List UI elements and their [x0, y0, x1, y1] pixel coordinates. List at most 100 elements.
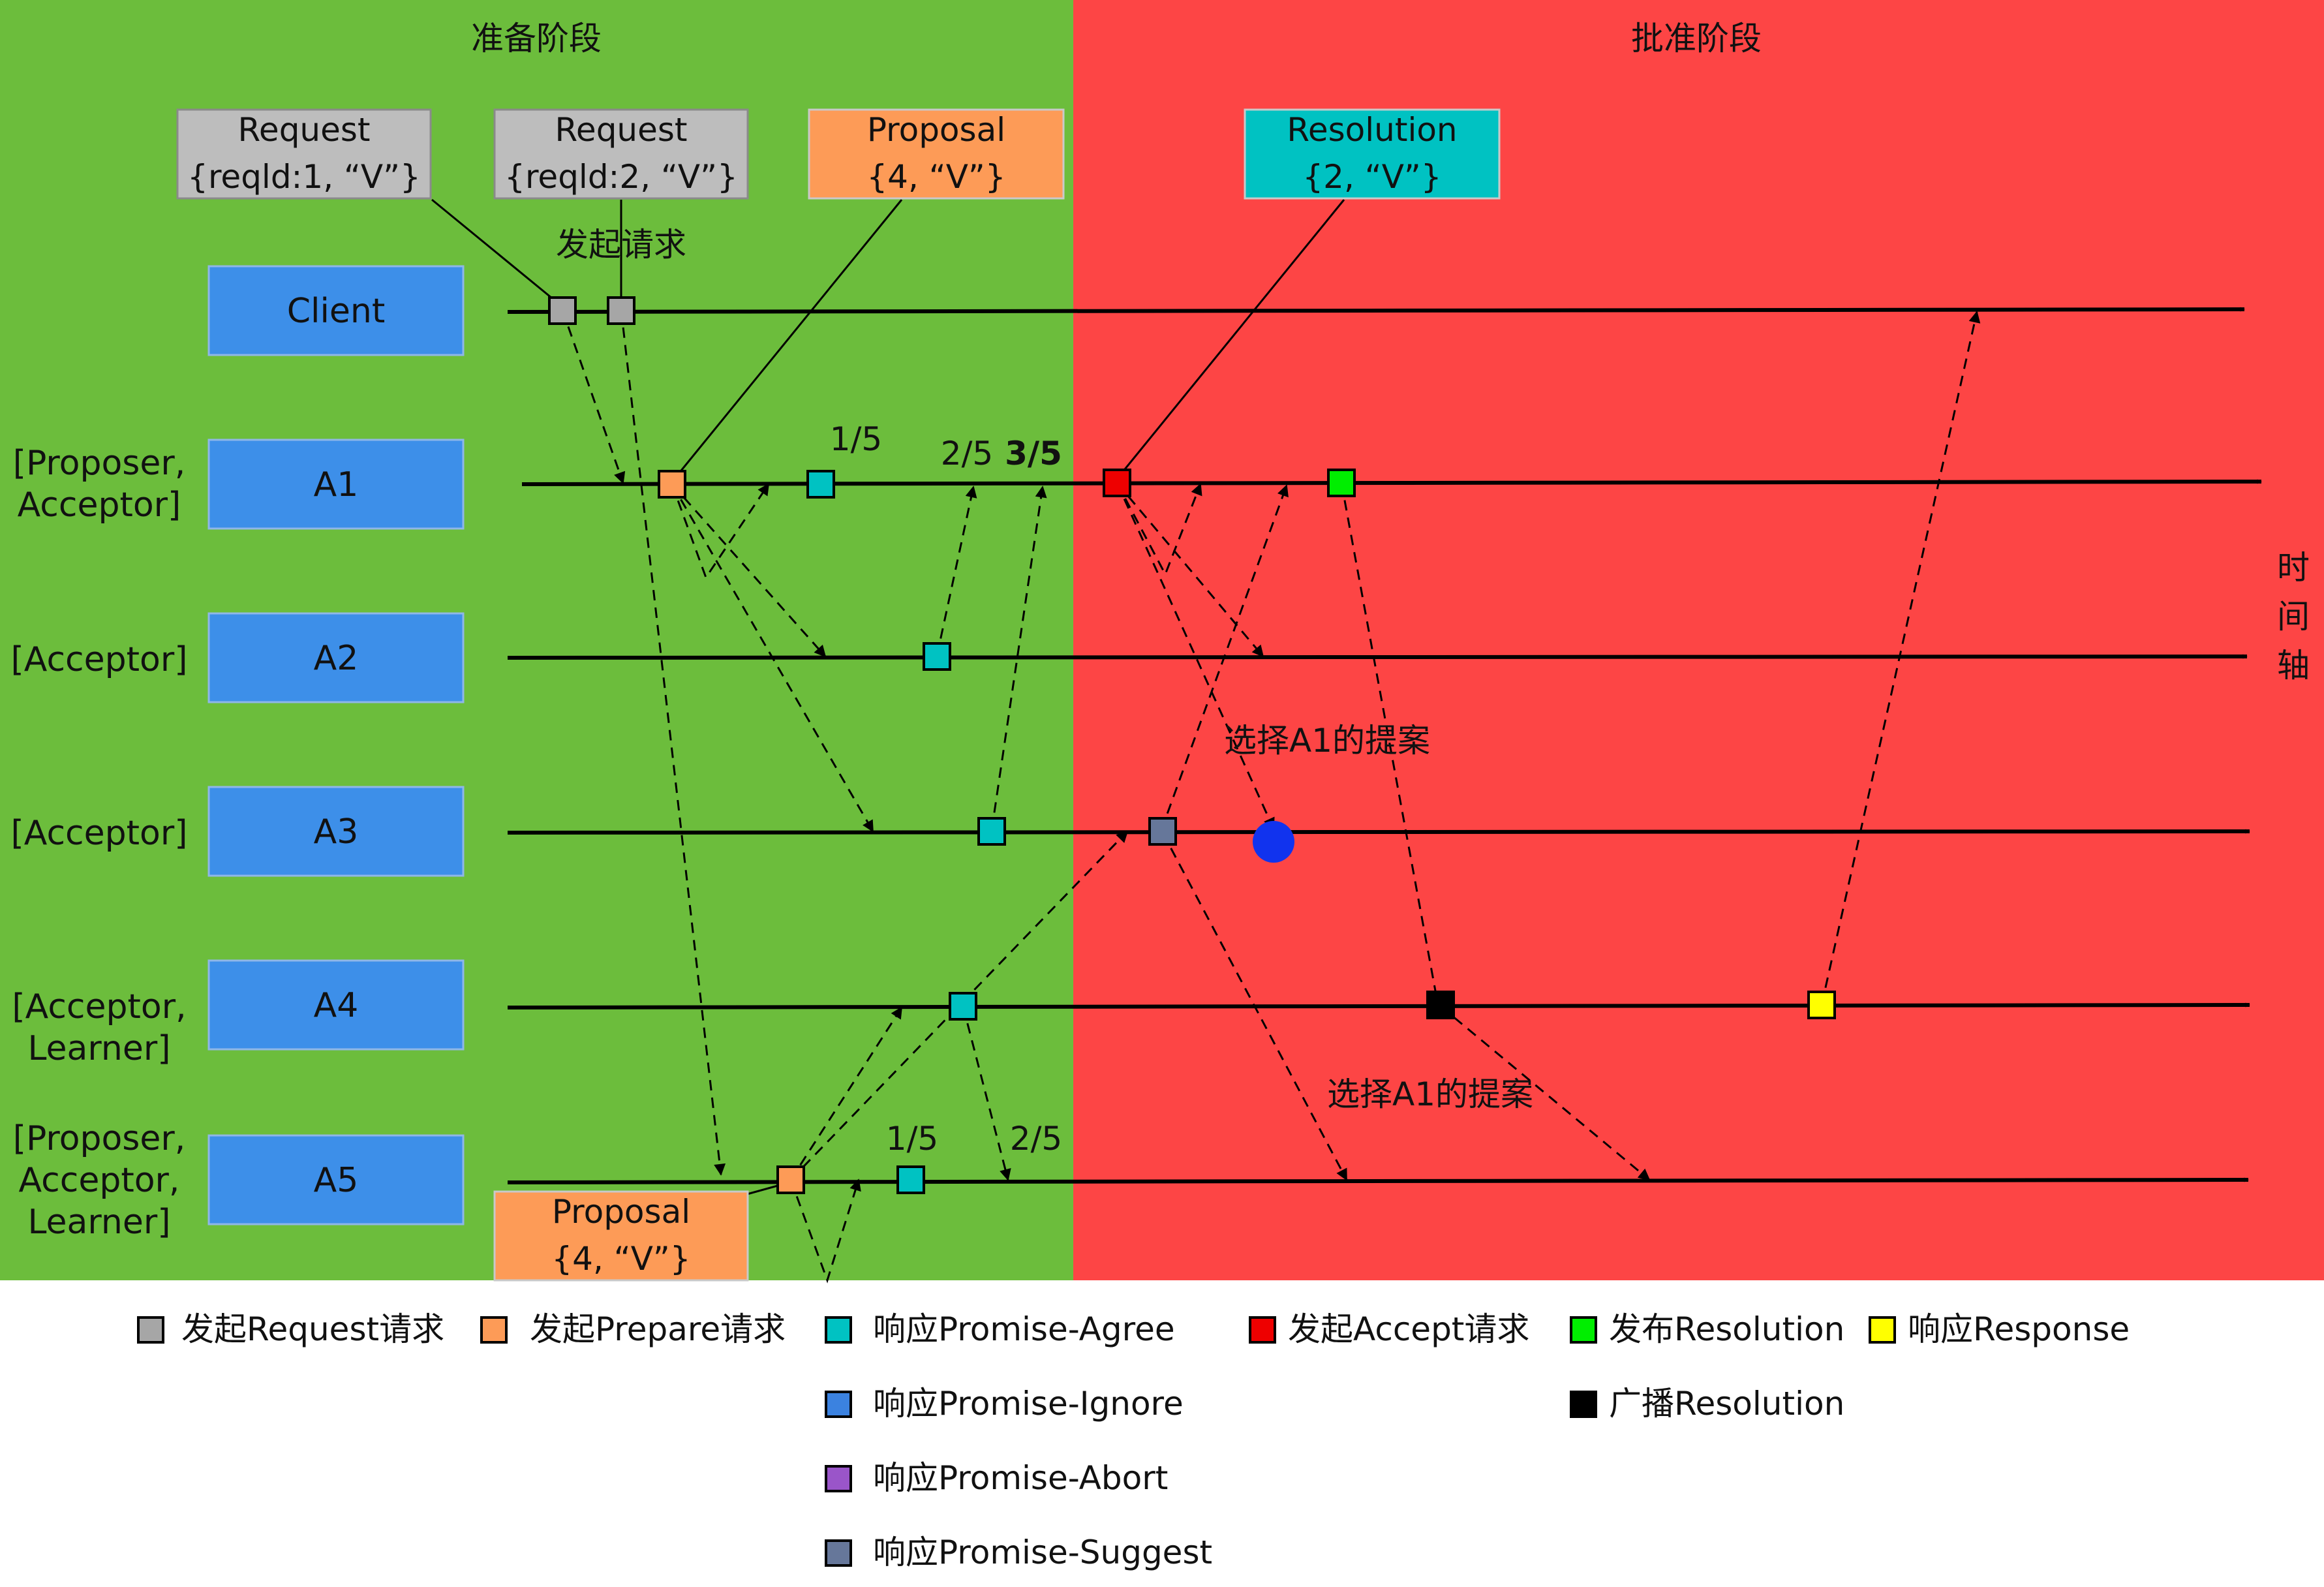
node-a2-label: A2 — [314, 639, 359, 678]
node-a1: A1 — [207, 439, 465, 530]
callout-request-1-line1: Request — [237, 111, 370, 149]
msg-prepare-a1-to-a3 — [671, 484, 874, 833]
node-a3-label: A3 — [314, 812, 359, 852]
role-a2: [Acceptor] — [11, 640, 188, 679]
msg-request2-to-a5 — [620, 309, 726, 1176]
msg-accept-a1-to-a3 — [1116, 482, 1275, 830]
leader-resolution — [1121, 199, 1345, 473]
event-promise-a4 — [949, 992, 977, 1021]
legend-label-broadcast-resolution: 广播Resolution — [1609, 1385, 1844, 1423]
timeline-a3 — [507, 829, 2250, 835]
msg-resolution-a1-to-a4 — [1340, 482, 1442, 1006]
timeline-label-char-2: 间 — [2277, 598, 2310, 636]
role-line: Acceptor] — [18, 485, 181, 525]
msg-broadcast-a4-to-a5 — [1440, 1005, 1651, 1181]
event-promise-a2 — [923, 642, 951, 671]
msg-suggest-a3-to-a1 — [1160, 484, 1289, 831]
event-suggest-a3 — [1148, 817, 1177, 846]
leader-request-1 — [431, 198, 563, 308]
annotation-choose-2: 选择A1的提案 — [1327, 1075, 1533, 1113]
msg-prepare-a1-to-a2 — [671, 484, 827, 658]
annotation-choose-1: 选择A1的提案 — [1224, 722, 1430, 760]
timeline-client — [507, 307, 2245, 314]
callout-proposal-a5-line1: Proposal — [552, 1193, 690, 1231]
callout-proposal-a1-line2: {4, “V”} — [866, 158, 1005, 196]
event-broadcast-a4 — [1426, 991, 1455, 1019]
legend-item-promise-agree: 响应Promise-Agree — [825, 1310, 1175, 1348]
event-request-2 — [607, 296, 635, 325]
role-line: [Acceptor, — [12, 987, 186, 1026]
msg-request1-to-a1 — [561, 309, 626, 484]
timeline-label-char-3: 轴 — [2277, 647, 2310, 685]
callout-proposal-a5: Proposal {4, “V”} — [493, 1190, 749, 1282]
timeline-a4 — [507, 1002, 2250, 1009]
leader-proposal-a1 — [677, 199, 903, 474]
legend-item-promise-suggest: 响应Promise-Suggest — [825, 1533, 1212, 1571]
legend-label-request: 发起Request请求 — [181, 1310, 444, 1348]
node-a2: A2 — [207, 612, 465, 703]
callout-resolution-line2: {2, “V”} — [1302, 158, 1441, 196]
msg-suggest-a3-to-a5 — [1161, 832, 1348, 1181]
accept-phase-title: 批准阶段 — [1631, 20, 1762, 57]
legend-label-promise-agree: 响应Promise-Agree — [873, 1310, 1175, 1348]
role-line: Learner] — [28, 1203, 171, 1242]
legend-item-accept: 发起Accept请求 — [1249, 1310, 1529, 1348]
event-prepare-a1 — [658, 470, 686, 499]
callout-request-2-line1: Request — [555, 111, 687, 149]
legend-label-accept: 发起Accept请求 — [1288, 1310, 1529, 1348]
legend-label-publish-resolution: 发布Resolution — [1609, 1310, 1844, 1348]
message-arrows — [561, 309, 1981, 1284]
msg-promise-a3-to-a1 — [990, 485, 1047, 831]
node-a5: A5 — [207, 1134, 465, 1225]
prepare-phase-background — [0, 0, 1073, 1280]
node-a3: A3 — [207, 786, 465, 877]
legend-label-prepare: 发起Prepare请求 — [530, 1310, 786, 1348]
role-line: [Proposer, — [13, 444, 186, 483]
msg-accept-a1-to-a2 — [1116, 482, 1264, 658]
accept-phase-background — [1073, 0, 2324, 1280]
role-a1: [Proposer, Acceptor] — [13, 444, 186, 525]
timeline-a1 — [521, 479, 2262, 486]
timeline-label-char-1: 时 — [2277, 549, 2310, 587]
event-prepare-a5 — [776, 1165, 805, 1194]
legend-label-promise-abort: 响应Promise-Abort — [873, 1459, 1168, 1497]
msg-promise-a4-to-a5 — [962, 1006, 1011, 1181]
legend-item-promise-ignore: 响应Promise-Ignore — [825, 1385, 1184, 1423]
role-line: [Acceptor] — [11, 640, 188, 679]
legend-item-promise-abort: 响应Promise-Abort — [825, 1459, 1168, 1497]
msg-response-a4-to-client — [1820, 311, 1981, 1006]
node-a5-label: A5 — [314, 1161, 359, 1200]
annotation-a1-count-2: 2/5 — [941, 435, 993, 472]
event-promise-a1-self — [806, 470, 835, 499]
legend-item-broadcast-resolution: 广播Resolution — [1570, 1385, 1844, 1423]
legend-item-response: 响应Response — [1869, 1310, 2130, 1348]
event-promise-a5 — [896, 1165, 925, 1194]
role-line: Learner] — [28, 1029, 171, 1068]
msg-prepare-a5-to-a3 — [789, 830, 1129, 1181]
legend-item-prepare: 发起Prepare请求 — [480, 1310, 786, 1348]
event-suggest-dot-a3 — [1253, 821, 1294, 863]
node-client: Client — [207, 265, 465, 356]
msg-accept-a1-to-a1 — [1116, 482, 1202, 577]
legend-label-promise-suggest: 响应Promise-Suggest — [873, 1533, 1212, 1571]
role-line: [Proposer, — [13, 1119, 186, 1158]
role-line: [Acceptor] — [11, 814, 188, 853]
legend-item-request: 发起Request请求 — [137, 1310, 444, 1348]
msg-prepare-a5-to-a5 — [789, 1179, 861, 1284]
node-a4: A4 — [207, 959, 465, 1051]
annotation-a1-count-1: 1/5 — [830, 420, 882, 458]
annotation-a5-count-1: 1/5 — [886, 1120, 938, 1158]
legend-item-publish-resolution: 发布Resolution — [1570, 1310, 1844, 1348]
callout-resolution-line1: Resolution — [1287, 111, 1457, 149]
timeline-a2 — [507, 654, 2248, 660]
callout-request-1: Request {reqld:1, “V”} — [176, 108, 432, 200]
role-a5: [Proposer, Acceptor, Learner] — [13, 1119, 186, 1242]
callout-request-1-line2: {reqld:1, “V”} — [187, 158, 421, 196]
annotation-a5-count-2: 2/5 — [1010, 1120, 1062, 1158]
role-line: Acceptor, — [19, 1161, 180, 1200]
node-client-label: Client — [287, 292, 386, 331]
callout-proposal-a1: Proposal {4, “V”} — [808, 108, 1065, 200]
legend: 发起Request请求 发起Prepare请求 响应Promise-Agree … — [137, 1310, 2130, 1571]
